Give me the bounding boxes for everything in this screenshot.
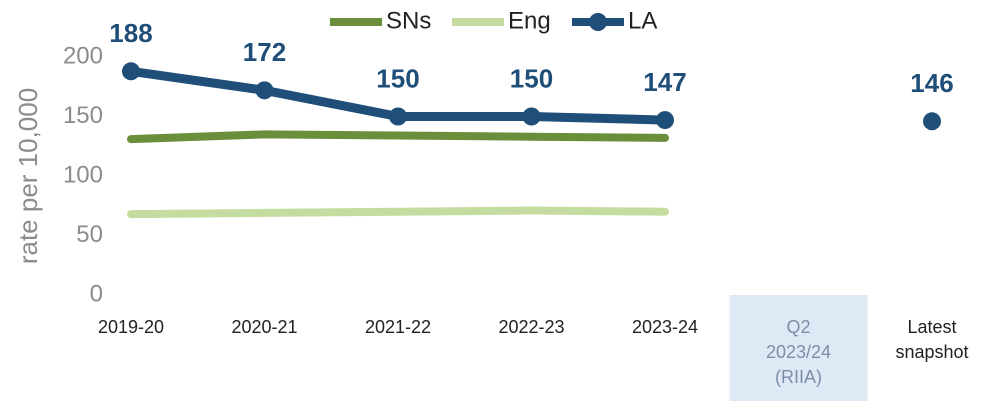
y-tick-label: 50 — [76, 221, 103, 248]
data-label: 146 — [910, 68, 953, 98]
y-axis-label: rate per 10,000 — [13, 88, 43, 264]
y-tick-label: 100 — [63, 161, 103, 188]
data-label: 150 — [376, 63, 419, 93]
y-tick-label: 150 — [63, 102, 103, 129]
point — [122, 62, 140, 81]
legend-label: Eng — [508, 7, 551, 34]
point — [522, 107, 541, 126]
point — [255, 81, 274, 100]
highlight-band — [729, 295, 868, 401]
y-tick-label: 200 — [63, 42, 103, 69]
point — [923, 112, 941, 131]
point — [656, 111, 674, 130]
y-tick-label: 0 — [90, 280, 103, 307]
legend-label: LA — [628, 7, 657, 34]
x-tick-label: 2022-23 — [498, 317, 564, 337]
legend-marker — [589, 13, 607, 31]
x-tick-label: 2020-21 — [231, 317, 297, 337]
data-label: 150 — [510, 63, 553, 93]
x-tick-label: Latest snapshot — [895, 317, 968, 362]
data-label: 147 — [643, 67, 686, 97]
series-line — [127, 130, 669, 144]
legend-label: SNs — [386, 7, 431, 34]
series-line — [127, 206, 669, 219]
x-tick-label: 2023-24 — [632, 317, 698, 337]
x-tick-label: 2019-20 — [98, 317, 164, 337]
x-tick-label: 2021-22 — [365, 317, 431, 337]
data-label: 172 — [243, 37, 286, 67]
data-label: 188 — [109, 18, 152, 48]
point — [389, 107, 407, 126]
x-tick-label: Q2 2023/24 (RIIA) — [766, 317, 831, 387]
